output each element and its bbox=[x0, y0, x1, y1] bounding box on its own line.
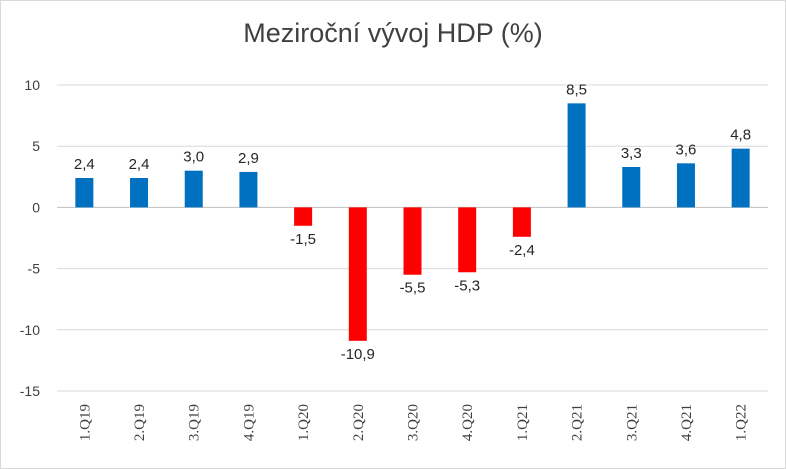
data-labels: 2,4 2,4 3,0 2,9 -1,5 -10,9 -5,5 -5,3 -2,4 8,5 3,3 3… bbox=[74, 81, 751, 362]
data-label: 3,3 bbox=[621, 145, 642, 162]
x-tick-label: 2.Q21 bbox=[570, 404, 586, 441]
x-tick-label: 1.Q20 bbox=[296, 404, 312, 441]
x-tick-label: 4.Q19 bbox=[241, 404, 257, 441]
x-tick-label: 4.Q20 bbox=[460, 404, 476, 441]
bar bbox=[403, 207, 422, 275]
y-tick-label: 10 bbox=[24, 77, 40, 93]
bar bbox=[130, 178, 149, 208]
x-tick-label: 3.Q21 bbox=[624, 404, 640, 441]
data-label: 3,0 bbox=[183, 149, 204, 166]
x-tick-label: 2.Q19 bbox=[132, 404, 148, 441]
bar bbox=[731, 148, 750, 208]
x-axis: 1.Q19 2.Q19 3.Q19 4.Q19 1.Q20 2.Q20 3.Q20 4.Q20… bbox=[77, 404, 749, 441]
data-label: -2,4 bbox=[509, 242, 535, 259]
x-tick-label: 1.Q19 bbox=[77, 404, 93, 441]
data-label: 2,4 bbox=[74, 156, 95, 173]
bar bbox=[239, 171, 258, 208]
y-tick-label: -10 bbox=[20, 322, 40, 338]
x-tick-label: 1.Q22 bbox=[734, 404, 750, 441]
bar bbox=[512, 207, 531, 237]
data-label: 4,8 bbox=[730, 127, 751, 144]
y-tick-label: -15 bbox=[20, 383, 40, 399]
data-label: 2,9 bbox=[238, 150, 259, 167]
bar bbox=[676, 163, 695, 208]
y-tick-label: 5 bbox=[32, 138, 40, 154]
data-label: -5,5 bbox=[400, 280, 426, 297]
bar bbox=[622, 167, 641, 208]
bar bbox=[348, 207, 367, 341]
x-tick-label: 3.Q20 bbox=[406, 404, 422, 441]
bar bbox=[294, 207, 313, 226]
data-label: 8,5 bbox=[566, 81, 587, 98]
bar bbox=[458, 207, 477, 273]
bar bbox=[567, 103, 586, 208]
data-label: 3,6 bbox=[676, 141, 697, 158]
bars bbox=[75, 103, 750, 341]
data-label: -5,3 bbox=[454, 277, 480, 294]
y-tick-label: -5 bbox=[28, 261, 41, 277]
bar bbox=[184, 170, 203, 208]
data-label: 2,4 bbox=[129, 156, 150, 173]
bar bbox=[75, 178, 94, 208]
x-tick-label: 4.Q21 bbox=[679, 404, 695, 441]
data-label: -10,9 bbox=[341, 346, 375, 363]
data-label: -1,5 bbox=[290, 231, 316, 248]
y-axis: 10 5 0 -5 -10 -15 bbox=[20, 77, 40, 399]
x-tick-label: 1.Q21 bbox=[515, 404, 531, 441]
x-tick-label: 2.Q20 bbox=[351, 404, 367, 441]
y-tick-label: 0 bbox=[32, 199, 40, 215]
chart-title: Meziroční vývoj HDP (%) bbox=[243, 18, 543, 48]
x-tick-label: 3.Q19 bbox=[187, 404, 203, 441]
